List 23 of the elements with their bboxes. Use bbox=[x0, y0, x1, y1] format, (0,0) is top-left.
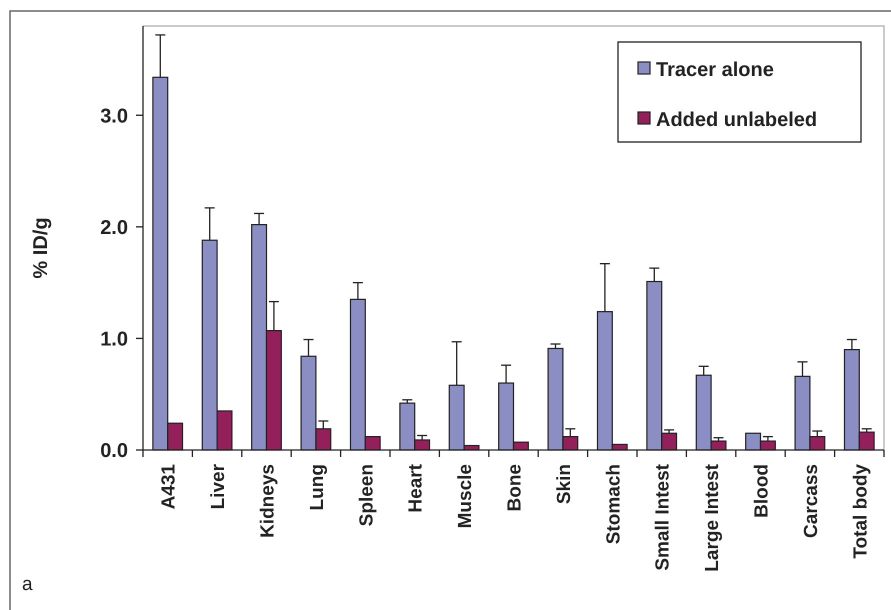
y-tick-label: 0.0 bbox=[100, 440, 128, 462]
y-tick-label: 3.0 bbox=[100, 105, 128, 128]
y-axis-title: % ID/g bbox=[30, 217, 52, 279]
x-tick-label: Heart bbox=[406, 463, 427, 513]
x-tick-label: Carcass bbox=[800, 464, 822, 538]
text: a bbox=[22, 574, 33, 595]
y-tick-label: 1.0 bbox=[100, 328, 128, 350]
legend-label: Added unlabeled bbox=[656, 109, 818, 131]
x-tick-label: Lung bbox=[306, 464, 328, 510]
x-tick-label: Muscle bbox=[455, 464, 476, 528]
x-tick-label: Total body bbox=[850, 464, 872, 559]
x-tick-label: Liver bbox=[208, 463, 230, 510]
x-tick-label: Stomach bbox=[603, 464, 624, 544]
x-tick-label: Kidneys bbox=[258, 464, 278, 538]
x-tick-label: Large Intest bbox=[702, 463, 724, 572]
x-tick-label: Skin bbox=[554, 464, 575, 504]
x-tick-label: A431 bbox=[158, 464, 180, 510]
x-tick-label: Bone bbox=[504, 464, 526, 512]
y-tick-label: 2.0 bbox=[100, 216, 128, 239]
x-tick-label: Spleen bbox=[356, 464, 378, 526]
x-tick-label: Blood bbox=[752, 464, 772, 518]
legend-label: Tracer alone bbox=[656, 59, 774, 81]
x-tick-label: Small Intest bbox=[652, 463, 674, 571]
